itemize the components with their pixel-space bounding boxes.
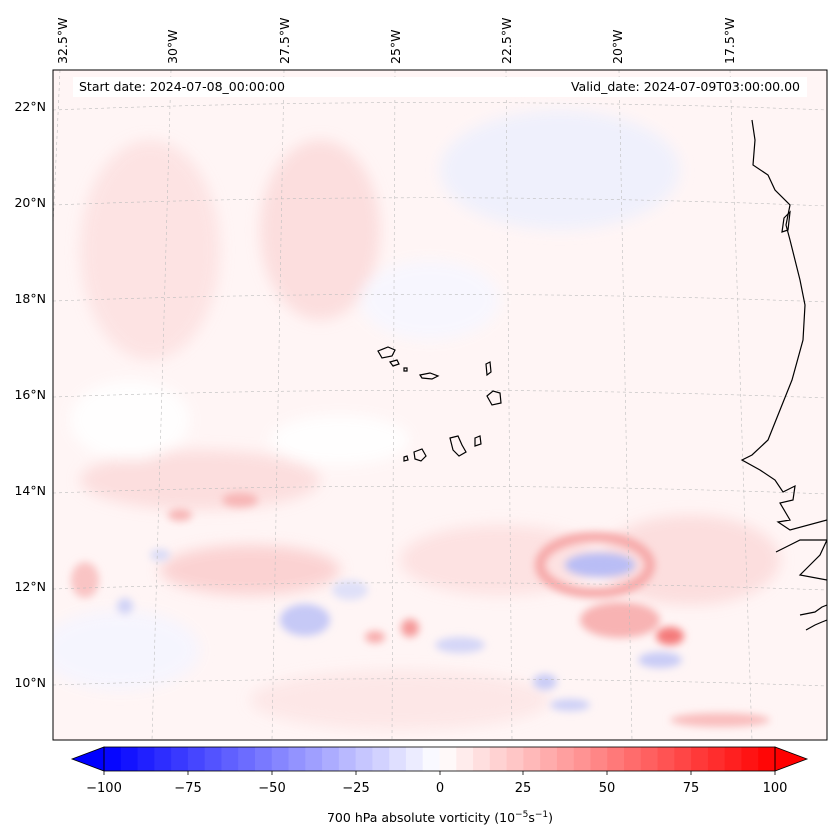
colorbar-cells bbox=[104, 747, 776, 771]
colorbar-cell bbox=[607, 747, 625, 771]
latitude-labels: 22°N 20°N 18°N 16°N 14°N 12°N 10°N bbox=[14, 99, 46, 690]
cb-tick-0: 0 bbox=[436, 781, 444, 796]
map-area: Start date: 2024-07-08_00:00:00 Valid_da… bbox=[53, 70, 827, 740]
lat-label-20n: 20°N bbox=[14, 195, 46, 210]
lon-label-30w: 30°W bbox=[165, 29, 180, 64]
colorbar-cell bbox=[355, 747, 374, 771]
cb-tick-neg50: −50 bbox=[258, 781, 285, 796]
colorbar-cell bbox=[104, 747, 122, 771]
colorbar-tick-labels: −100 −75 −50 −25 0 25 50 75 100 bbox=[86, 781, 787, 796]
colorbar-cell bbox=[540, 747, 558, 771]
colorbar-cell bbox=[422, 747, 441, 771]
colorbar-cell bbox=[120, 747, 139, 771]
lon-label-20w: 20°W bbox=[610, 29, 625, 64]
colorbar-cell bbox=[389, 747, 407, 771]
cb-tick-neg100: −100 bbox=[86, 781, 122, 796]
colorbar-cell bbox=[171, 747, 189, 771]
lon-label-32-5w: 32.5°W bbox=[55, 18, 70, 64]
colorbar-cell bbox=[271, 747, 290, 771]
colorbar-cell bbox=[187, 747, 206, 771]
colorbar-cell bbox=[405, 747, 424, 771]
lat-label-10n: 10°N bbox=[14, 675, 46, 690]
valid-date-label: Valid_date: 2024-07-09T03:00:00.00 bbox=[571, 79, 800, 94]
vorticity-field bbox=[53, 110, 780, 730]
colorbar-cell bbox=[691, 747, 709, 771]
colorbar-cell bbox=[154, 747, 172, 771]
coastline bbox=[377, 119, 827, 631]
lat-label-14n: 14°N bbox=[14, 483, 46, 498]
colorbar-min-extend bbox=[70, 746, 105, 772]
colorbar: −100 −75 −50 −25 0 25 50 75 100 700 hPa … bbox=[70, 746, 809, 825]
colorbar-frame bbox=[103, 746, 776, 772]
colorbar-cell bbox=[204, 747, 223, 771]
cb-tick-100: 100 bbox=[763, 781, 788, 796]
colorbar-cell bbox=[724, 747, 743, 771]
colorbar-cell bbox=[473, 747, 491, 771]
colorbar-cell bbox=[523, 747, 541, 771]
colorbar-cell bbox=[137, 747, 155, 771]
graticule bbox=[53, 70, 827, 740]
colorbar-cell bbox=[439, 747, 457, 771]
colorbar-cell bbox=[506, 747, 524, 771]
cb-tick-neg75: −75 bbox=[174, 781, 201, 796]
colorbar-cell bbox=[254, 747, 273, 771]
lat-label-12n: 12°N bbox=[14, 579, 46, 594]
longitude-labels: 32.5°W 30°W 27.5°W 25°W 22.5°W 20°W 17.5… bbox=[55, 18, 737, 64]
lon-label-17-5w: 17.5°W bbox=[722, 18, 737, 64]
cb-tick-neg25: −25 bbox=[342, 781, 369, 796]
lon-label-22-5w: 22.5°W bbox=[499, 18, 514, 64]
colorbar-cell bbox=[758, 747, 776, 771]
map-frame bbox=[52, 69, 828, 741]
colorbar-cell bbox=[238, 747, 256, 771]
colorbar-max-extend bbox=[774, 746, 809, 772]
colorbar-cell bbox=[338, 747, 357, 771]
colorbar-cell bbox=[456, 747, 474, 771]
colorbar-cell bbox=[288, 747, 306, 771]
colorbar-cell bbox=[640, 747, 659, 771]
header-band bbox=[73, 77, 807, 97]
cb-tick-75: 75 bbox=[683, 781, 700, 796]
colorbar-cell bbox=[657, 747, 675, 771]
colorbar-cell bbox=[624, 747, 642, 771]
colorbar-label: 700 hPa absolute vorticity (10−5s−1) bbox=[327, 810, 553, 825]
cb-tick-25: 25 bbox=[515, 781, 532, 796]
start-date-label: Start date: 2024-07-08_00:00:00 bbox=[79, 79, 285, 94]
colorbar-cell bbox=[707, 747, 726, 771]
lat-label-16n: 16°N bbox=[14, 387, 46, 402]
colorbar-cell bbox=[322, 747, 340, 771]
colorbar-cell bbox=[573, 747, 592, 771]
colorbar-cell bbox=[489, 747, 508, 771]
colorbar-cell bbox=[372, 747, 390, 771]
colorbar-cell bbox=[221, 747, 239, 771]
lon-label-25w: 25°W bbox=[388, 29, 403, 64]
colorbar-cell bbox=[741, 747, 759, 771]
colorbar-cell bbox=[556, 747, 575, 771]
colorbar-cell bbox=[590, 747, 608, 771]
lat-label-18n: 18°N bbox=[14, 291, 46, 306]
cb-tick-50: 50 bbox=[599, 781, 616, 796]
colorbar-ticks bbox=[103, 771, 776, 775]
lon-label-27-5w: 27.5°W bbox=[277, 18, 292, 64]
lat-label-22n: 22°N bbox=[14, 99, 46, 114]
colorbar-cell bbox=[674, 747, 692, 771]
colorbar-cell bbox=[305, 747, 323, 771]
